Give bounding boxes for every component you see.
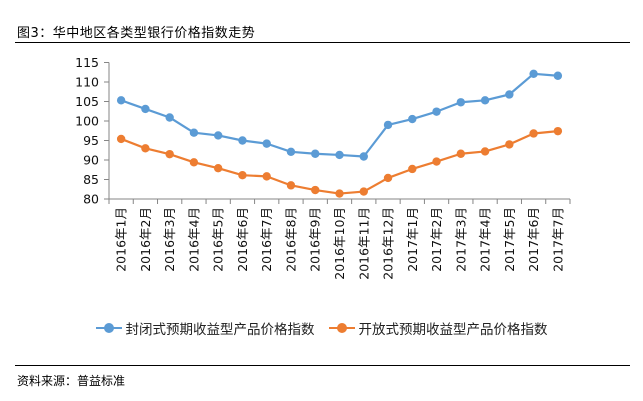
data-point [505,140,514,149]
data-point [262,139,271,148]
data-point [262,172,271,181]
data-point [383,173,393,183]
data-point [286,147,296,157]
x-tick-label: 2016年3月 [162,207,177,272]
x-tick-label: 2016年7月 [259,207,274,272]
data-point [189,158,199,167]
legend-marker-closed-icon [95,323,122,333]
title-divider [15,42,630,43]
x-tick-label: 2016年10月 [332,207,347,280]
y-tick-label: 100 [75,114,99,129]
data-point [480,147,490,156]
y-tick-label: 85 [83,172,99,187]
x-tick-label: 2017年1月 [405,207,420,272]
y-tick-label: 80 [83,192,99,207]
x-tick-label: 2016年4月 [186,207,201,272]
legend-item-closed[interactable]: 封闭式预期收益型产品价格指数 [95,318,315,338]
series-line-1 [120,130,558,195]
data-point [311,185,320,195]
data-point [553,71,563,80]
legend-item-open[interactable]: 开放式预期收益型产品价格指数 [328,318,548,338]
data-point [116,134,126,144]
data-point [529,129,538,138]
data-point [238,171,247,180]
x-tick-label: 2016年12月 [381,207,396,280]
data-point [165,149,174,159]
y-tick-label: 95 [83,133,99,148]
data-point [505,90,514,99]
data-point [213,131,223,140]
x-tick-label: 2016年11月 [356,207,371,280]
x-tick-label: 2017年2月 [429,207,444,272]
legend-marker-open-icon [328,323,355,333]
data-point [141,104,150,114]
data-point [213,163,223,173]
data-point [432,107,441,116]
y-tick-label: 105 [75,94,99,109]
data-point [116,96,126,105]
series-line-0 [120,72,558,158]
data-point [311,149,320,158]
legend-label-open: 开放式预期收益型产品价格指数 [358,322,548,338]
data-point [286,181,296,190]
legend: 封闭式预期收益型产品价格指数 开放式预期收益型产品价格指数 [0,318,643,338]
data-point [408,164,417,174]
data-point [529,69,538,79]
x-tick-label: 2017年6月 [526,207,541,272]
data-point [335,150,344,160]
y-tick-label: 110 [75,75,99,90]
data-point [408,114,417,124]
data-point [165,113,174,122]
x-tick-label: 2016年1月 [114,207,129,272]
data-point [359,152,368,161]
axes: 80 85 90 95 100 105 110 115 2016年1月 2016年2月 2016年3… [75,55,571,280]
source-note: 资料来源：普益标准 [17,374,126,388]
data-point [238,136,247,145]
x-tick-label: 2016年9月 [308,207,323,272]
y-tick-label: 90 [83,153,99,168]
data-point [456,149,466,158]
x-tick-label: 2016年2月 [138,207,153,272]
x-tick-label: 2017年3月 [453,207,468,272]
data-point [432,157,441,166]
data-point [456,98,466,107]
legend-label-closed: 封闭式预期收益型产品价格指数 [125,322,315,338]
line-chart: 80 85 90 95 100 105 110 115 2016年1月 2016年2月 2016年3… [75,55,571,280]
x-tick-label: 2017年4月 [478,207,493,272]
data-point [480,96,490,105]
figure-title: 图3：华中地区各类型银行价格指数走势 [17,26,256,41]
source-divider [15,365,630,366]
data-point [141,144,150,153]
x-tick-label: 2016年8月 [283,207,298,272]
data-point [359,187,368,196]
series-1 [116,126,563,198]
x-tick-label: 2016年6月 [235,207,250,272]
y-tick-label: 115 [75,55,99,70]
data-point [383,120,393,130]
series-layer [116,69,563,198]
data-point [189,128,199,137]
x-tick-label: 2016年5月 [211,207,226,272]
data-point [553,126,563,136]
x-tick-label: 2017年7月 [550,207,565,272]
series-0 [116,69,563,161]
data-point [335,189,344,198]
x-tick-label: 2017年5月 [502,207,517,272]
